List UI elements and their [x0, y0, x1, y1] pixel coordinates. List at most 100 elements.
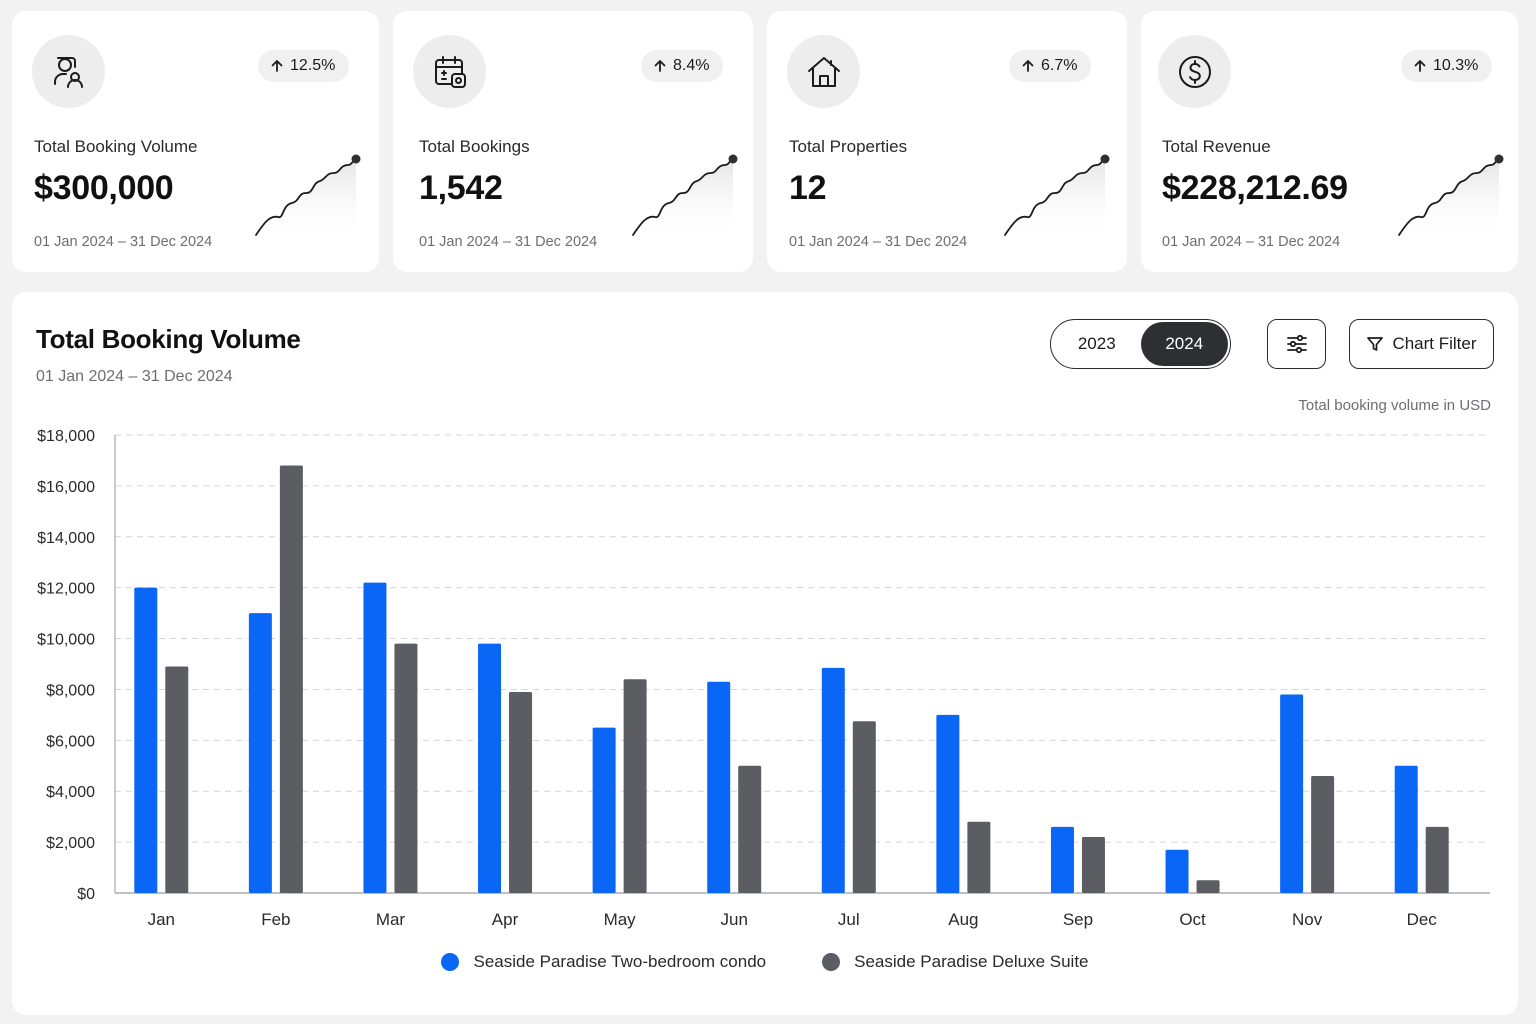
change-badge: 6.7% — [1009, 50, 1092, 82]
bar-jan-series-1[interactable] — [134, 587, 158, 893]
booking-volume-panel: Total Booking Volume 01 Jan 2024 – 31 De… — [12, 292, 1518, 1015]
bar-apr-series-1[interactable] — [478, 643, 502, 893]
legend-dot-gray — [822, 953, 841, 971]
sparkline-area — [1399, 159, 1499, 241]
x-tick-label: Mar — [376, 910, 406, 929]
bar-apr-series-2[interactable] — [509, 691, 533, 893]
bar-sep-series-1[interactable] — [1050, 826, 1074, 893]
x-tick-label: Jan — [148, 910, 175, 929]
bar-mar-series-2[interactable] — [394, 643, 418, 893]
y-tick-label: $14,000 — [37, 530, 95, 547]
x-tick-label: Feb — [261, 910, 290, 929]
card-label: Total Bookings — [419, 137, 530, 156]
sparkline — [255, 154, 361, 241]
sparkline — [1004, 154, 1110, 241]
legend-item-series-2[interactable]: Seaside Paradise Deluxe Suite — [822, 952, 1089, 972]
sparkline-line — [632, 158, 734, 236]
arrow-up-icon — [654, 60, 666, 72]
year-2023-button[interactable]: 2023 — [1077, 334, 1116, 353]
bar-jul-series-1[interactable] — [821, 667, 845, 893]
y-tick-label: $8,000 — [46, 682, 95, 699]
sparkline-line — [255, 158, 357, 236]
stat-card-booking-volume: 12.5% Total Booking Volume $300,000 01 J… — [12, 11, 379, 272]
year-2024-button[interactable]: 2024 — [1140, 322, 1228, 366]
y-tick-label: $12,000 — [37, 581, 95, 598]
card-value: $228,212.69 — [1162, 169, 1348, 207]
sparkline-line — [1004, 158, 1106, 236]
y-tick-label: $2,000 — [46, 835, 95, 852]
card-label: Total Revenue — [1162, 137, 1271, 156]
arrow-up-icon — [1022, 60, 1034, 72]
chart-unit-note: Total booking volume in USD — [1298, 397, 1491, 414]
bar-aug-series-1[interactable] — [936, 714, 960, 893]
y-tick-label: $10,000 — [37, 632, 95, 649]
stat-card-properties: 6.7% Total Properties 12 01 Jan 2024 – 3… — [767, 11, 1127, 272]
bar-dec-series-2[interactable] — [1425, 826, 1449, 893]
legend-dot-blue — [441, 953, 460, 971]
bar-dec-series-1[interactable] — [1394, 765, 1418, 893]
card-label: Total Booking Volume — [34, 137, 198, 156]
legend-label: Seaside Paradise Two-bedroom condo — [473, 952, 767, 971]
chart-settings-button[interactable] — [1267, 319, 1326, 369]
change-value: 8.4% — [673, 57, 710, 74]
sparkline-area — [1005, 159, 1105, 241]
stat-card-bookings: 8.4% Total Bookings 1,542 01 Jan 2024 – … — [393, 11, 753, 272]
panel-date-range: 01 Jan 2024 – 31 Dec 2024 — [36, 368, 233, 385]
users-icon — [32, 35, 105, 108]
x-tick-label: Nov — [1292, 910, 1323, 929]
bar-mar-series-1[interactable] — [363, 582, 387, 893]
chart-filter-button[interactable]: Chart Filter — [1349, 319, 1494, 369]
sparkline-line — [1398, 158, 1500, 236]
bar-jun-series-2[interactable] — [738, 765, 762, 893]
bar-may-series-1[interactable] — [592, 727, 616, 893]
bar-feb-series-2[interactable] — [279, 465, 303, 893]
legend-label: Seaside Paradise Deluxe Suite — [854, 952, 1089, 971]
y-tick-label: $4,000 — [46, 784, 95, 801]
x-tick-label: Sep — [1063, 910, 1093, 929]
bar-nov-series-2[interactable] — [1311, 775, 1335, 893]
y-tick-label: $18,000 — [37, 428, 95, 445]
y-tick-label: $16,000 — [37, 479, 95, 496]
bar-nov-series-1[interactable] — [1280, 694, 1304, 893]
bar-feb-series-1[interactable] — [248, 613, 272, 893]
bar-jan-series-2[interactable] — [165, 666, 189, 893]
bar-jul-series-2[interactable] — [852, 721, 876, 893]
home-icon — [787, 35, 860, 108]
change-value: 10.3% — [1433, 57, 1479, 74]
sparkline-area — [256, 159, 356, 241]
card-value: 1,542 — [419, 169, 503, 207]
x-tick-label: Oct — [1179, 910, 1206, 929]
legend-item-series-1[interactable]: Seaside Paradise Two-bedroom condo — [441, 952, 766, 972]
card-date-range: 01 Jan 2024 – 31 Dec 2024 — [1162, 234, 1341, 250]
chart-legend: Seaside Paradise Two-bedroom condo Seasi… — [12, 952, 1518, 972]
change-value: 12.5% — [290, 57, 336, 74]
y-tick-label: $6,000 — [46, 733, 95, 750]
x-tick-label: Aug — [948, 910, 978, 929]
bar-sep-series-2[interactable] — [1081, 837, 1105, 893]
x-tick-label: May — [604, 910, 637, 929]
change-badge: 8.4% — [641, 50, 724, 82]
x-tick-label: Jun — [720, 910, 747, 929]
card-value: $300,000 — [34, 169, 174, 207]
year-toggle: 2023 2024 — [1050, 319, 1231, 369]
bar-chart: $0 $2,000 $4,000 $6,000 $8,000 $10,000 $12,000… — [37, 428, 1490, 929]
dollar-icon — [1158, 35, 1231, 108]
x-tick-label: Jul — [838, 910, 860, 929]
bar-oct-series-1[interactable] — [1165, 849, 1189, 893]
filter-icon — [1367, 337, 1384, 351]
bar-may-series-2[interactable] — [623, 679, 647, 893]
sparkline-area — [633, 159, 733, 241]
x-tick-label: Apr — [492, 910, 519, 929]
change-badge: 12.5% — [258, 50, 350, 82]
card-date-range: 01 Jan 2024 – 31 Dec 2024 — [789, 234, 968, 250]
x-tick-label: Dec — [1407, 910, 1438, 929]
sparkline — [1398, 154, 1504, 241]
bar-aug-series-2[interactable] — [967, 821, 991, 893]
sparkline-endpoint — [351, 154, 361, 164]
change-badge: 10.3% — [1401, 50, 1493, 82]
stat-card-revenue: 10.3% Total Revenue $228,212.69 01 Jan 2… — [1141, 11, 1518, 272]
bar-oct-series-2[interactable] — [1196, 880, 1220, 893]
card-value: 12 — [789, 169, 827, 207]
bar-jun-series-1[interactable] — [707, 681, 731, 893]
chart-filter-label: Chart Filter — [1392, 334, 1477, 353]
